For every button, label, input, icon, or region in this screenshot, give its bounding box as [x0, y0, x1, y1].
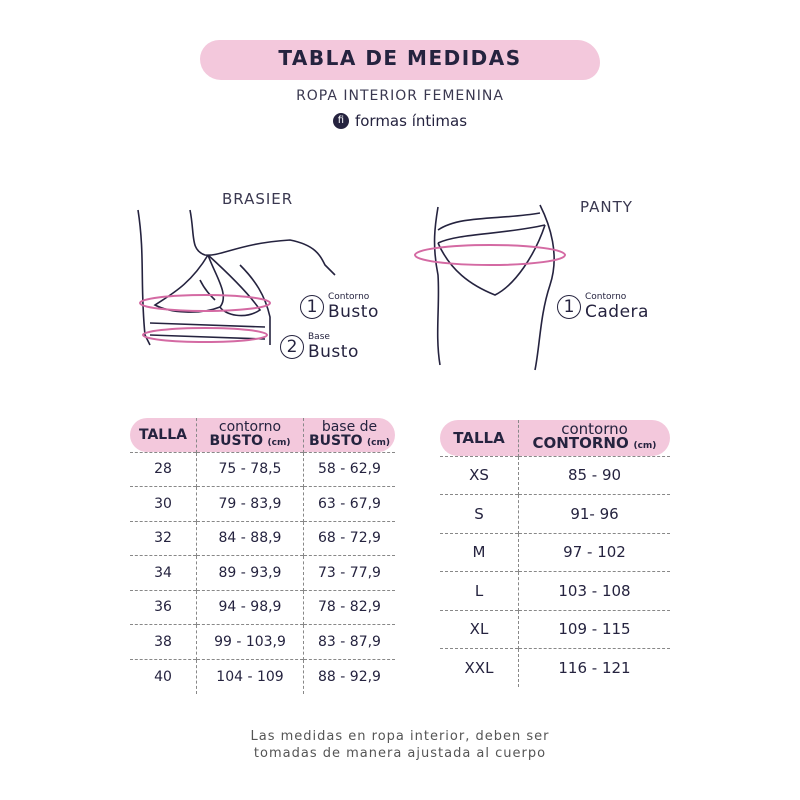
table-cell: 63 - 67,9 — [303, 486, 395, 521]
number-badge: 1 — [300, 295, 324, 319]
table-cell: 97 - 102 — [518, 532, 670, 572]
table-cell: 30 — [130, 486, 197, 521]
panty-size-table: TALLA contorno CONTORNO (cm) XS 85 - 90 S 91… — [440, 420, 670, 687]
measure-big-label: Busto — [308, 342, 359, 362]
number-badge: 1 — [557, 295, 581, 319]
table-cell: L — [440, 571, 519, 610]
table-cell: 28 — [130, 451, 197, 487]
table-row: L 103 - 108 — [440, 571, 670, 610]
table-cell: 83 - 87,9 — [303, 624, 395, 659]
table-cell: 85 - 90 — [518, 455, 670, 495]
table-row: S 91- 96 — [440, 494, 670, 533]
header-talla: TALLA — [139, 426, 187, 443]
table-row: 28 75 - 78,5 58 - 62,9 — [130, 451, 395, 487]
measure-big-label: Cadera — [585, 302, 649, 322]
table-cell: 109 - 115 — [518, 609, 670, 649]
header-base-busto: base de BUSTO (cm) — [303, 418, 395, 452]
brasier-label: BRASIER — [222, 190, 294, 208]
table-cell: 79 - 83,9 — [196, 486, 304, 521]
table-cell: 68 - 72,9 — [303, 520, 395, 556]
table-cell: 58 - 62,9 — [303, 451, 395, 487]
panty-illustration — [414, 204, 566, 371]
brand-logo-icon: fi — [332, 113, 349, 129]
table-cell: 91- 96 — [518, 494, 670, 533]
table-row: 34 89 - 93,9 73 - 77,9 — [130, 555, 395, 590]
table-cell: 75 - 78,5 — [196, 451, 304, 487]
title-highlight — [200, 40, 600, 80]
table-cell: 103 - 108 — [518, 571, 670, 610]
table-row: 40 104 - 109 88 - 92,9 — [130, 658, 395, 694]
table-cell: XL — [440, 609, 519, 649]
bra-size-table: TALLA contorno BUSTO (cm) base de BUSTO (c… — [130, 418, 395, 694]
table-cell: XXL — [440, 648, 519, 687]
table-cell: XS — [440, 455, 519, 495]
brand: fi formas íntimas — [320, 112, 480, 130]
number-badge: 2 — [280, 335, 304, 359]
table-cell: 104 - 109 — [196, 658, 304, 694]
table-cell: 73 - 77,9 — [303, 555, 395, 590]
illustrations — [137, 204, 566, 371]
table-row: 38 99 - 103,9 83 - 87,9 — [130, 624, 395, 659]
panty-label: PANTY — [580, 198, 633, 216]
table-cell: 88 - 92,9 — [303, 658, 395, 694]
table-cell: 78 - 82,9 — [303, 589, 395, 625]
table-row: 32 84 - 88,9 68 - 72,9 — [130, 520, 395, 556]
table-row: 30 79 - 83,9 63 - 67,9 — [130, 486, 395, 521]
table-row: XXL 116 - 121 — [440, 648, 670, 687]
header-contorno-busto: contorno BUSTO (cm) — [196, 418, 304, 452]
measure-small-label: Base — [308, 332, 330, 342]
panty-measure-1: 1 Contorno Cadera — [557, 292, 649, 322]
footer-line: tomadas de manera ajustada al cuerpo — [253, 746, 547, 761]
table-row: XS 85 - 90 — [440, 455, 670, 495]
table-row: 36 94 - 98,9 78 - 82,9 — [130, 589, 395, 625]
table-cell: 116 - 121 — [518, 648, 670, 687]
footer-line: Las medidas en ropa interior, deben ser — [250, 729, 550, 744]
table-cell: 36 — [130, 589, 197, 625]
subtitle: ROPA INTERIOR FEMENINA — [296, 88, 504, 104]
table-cell: 84 - 88,9 — [196, 520, 304, 556]
table-cell: 40 — [130, 658, 197, 694]
footer-note: Las medidas en ropa interior, deben ser t… — [150, 728, 650, 762]
table-cell: 32 — [130, 520, 197, 556]
header-row: TALLA contorno BUSTO (cm) base de BUSTO (c… — [130, 418, 395, 452]
measure-small-label: Contorno — [328, 292, 370, 302]
header-talla: TALLA — [453, 428, 505, 447]
table-row: M 97 - 102 — [440, 532, 670, 572]
brand-name: formas íntimas — [354, 112, 468, 130]
page-title: TABLA DE MEDIDAS — [278, 46, 522, 70]
table-cell: M — [440, 532, 519, 572]
header-contorno: contorno CONTORNO (cm) — [518, 420, 670, 456]
table-cell: 38 — [130, 624, 197, 659]
brasier-measure-2: 2 Base Busto — [280, 332, 359, 362]
table-cell: 34 — [130, 555, 197, 590]
table-cell: 94 - 98,9 — [196, 589, 304, 625]
table-cell: 99 - 103,9 — [196, 624, 304, 659]
table-cell: 89 - 93,9 — [196, 555, 304, 590]
measure-small-label: Contorno — [585, 292, 627, 302]
brasier-measure-1: 1 Contorno Busto — [300, 292, 379, 322]
brasier-illustration — [137, 209, 336, 346]
header-row: TALLA contorno CONTORNO (cm) — [440, 420, 670, 456]
measure-big-label: Busto — [328, 302, 379, 322]
table-row: XL 109 - 115 — [440, 609, 670, 649]
table-cell: S — [440, 494, 519, 533]
